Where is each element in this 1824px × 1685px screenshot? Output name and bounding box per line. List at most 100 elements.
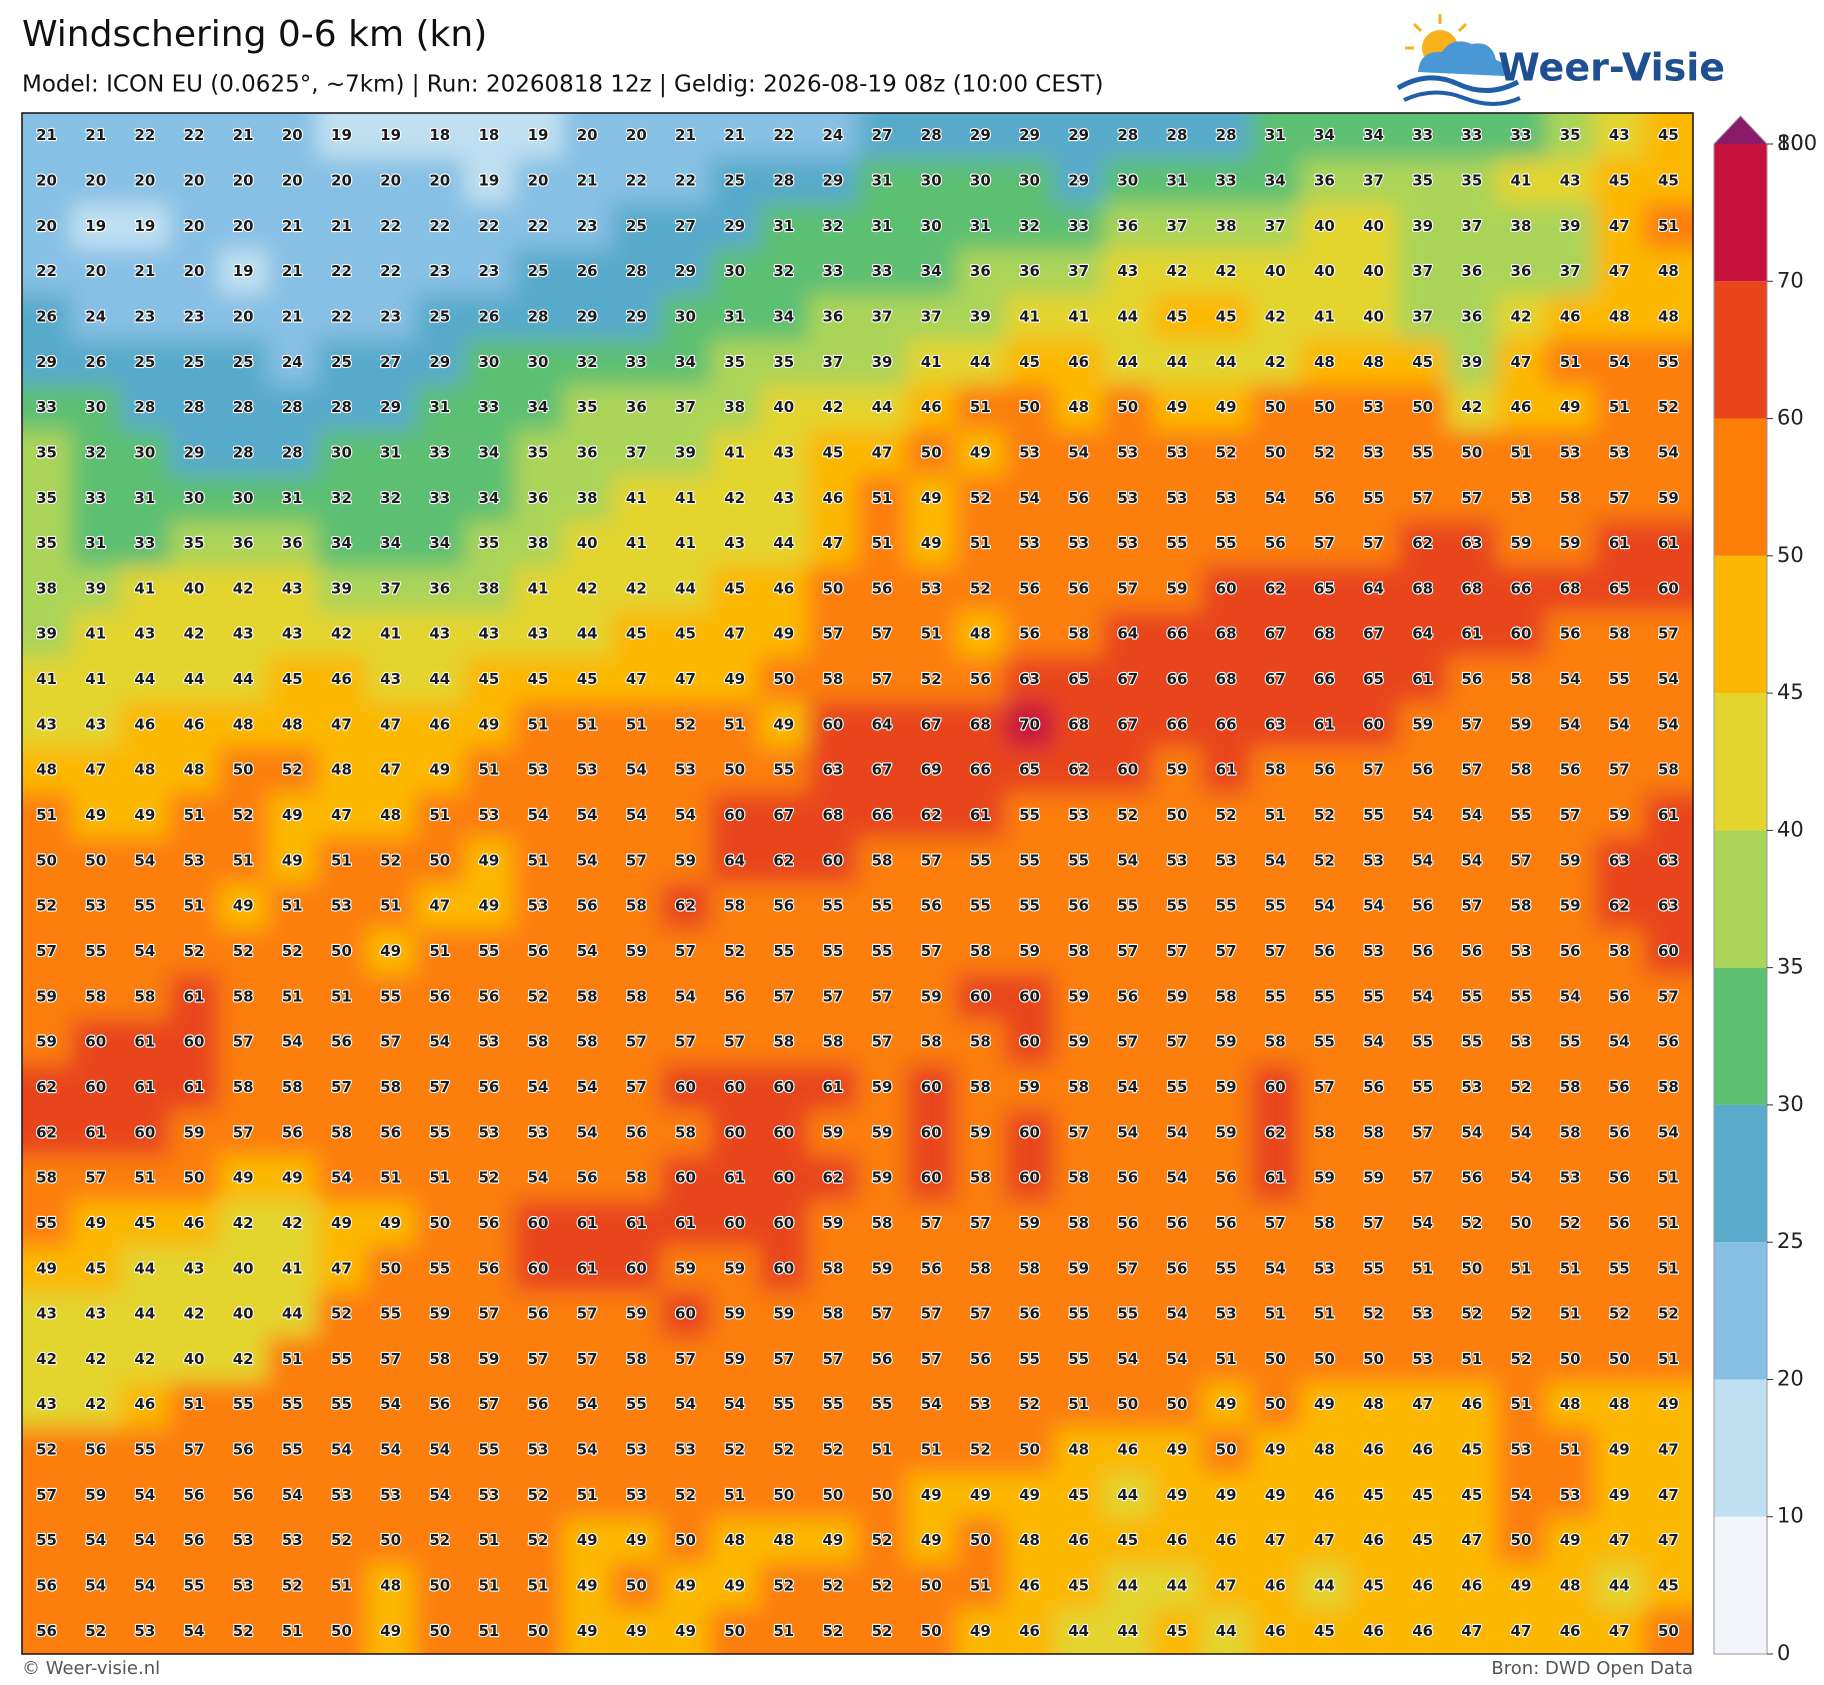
field-cell xyxy=(1447,294,1498,341)
value-label: 57 xyxy=(1265,942,1286,960)
value-label: 22 xyxy=(331,262,352,280)
value-label: 29 xyxy=(1068,171,1089,189)
value-label: 59 xyxy=(970,1123,991,1141)
value-label: 49 xyxy=(1609,1486,1630,1504)
value-label: 51 xyxy=(478,1622,499,1640)
value-label: 31 xyxy=(872,217,893,235)
field-cell xyxy=(1152,1110,1203,1157)
value-label: 46 xyxy=(1511,398,1532,416)
field-cell xyxy=(759,158,810,205)
value-label: 53 xyxy=(970,1395,991,1413)
value-label: 43 xyxy=(36,1305,57,1323)
field-cell xyxy=(1447,113,1498,160)
value-label: 52 xyxy=(1511,1305,1532,1323)
value-label: 49 xyxy=(1167,1486,1188,1504)
value-label: 19 xyxy=(134,217,155,235)
value-label: 51 xyxy=(184,1395,205,1413)
field-cell xyxy=(1643,838,1693,885)
field-cell xyxy=(1643,792,1693,840)
value-label: 21 xyxy=(331,217,352,235)
value-label: 45 xyxy=(1412,353,1433,371)
field-cell xyxy=(366,203,417,250)
field-cell xyxy=(955,702,1006,749)
value-label: 45 xyxy=(1363,1486,1384,1504)
field-cell xyxy=(267,1200,318,1248)
value-label: 52 xyxy=(331,1531,352,1549)
field-cell xyxy=(120,520,171,568)
value-label: 51 xyxy=(1560,1441,1581,1459)
value-label: 55 xyxy=(134,897,155,915)
value-label: 36 xyxy=(822,307,843,325)
value-label: 34 xyxy=(1265,171,1286,189)
value-label: 34 xyxy=(331,534,352,552)
value-label: 31 xyxy=(724,307,745,325)
field-cell xyxy=(1643,1200,1693,1248)
field-cell xyxy=(1004,430,1056,477)
field-cell xyxy=(857,1110,908,1157)
field-cell xyxy=(808,1019,859,1066)
value-label: 20 xyxy=(528,171,549,189)
value-label: 22 xyxy=(134,126,155,144)
field-cell xyxy=(316,702,368,749)
field-cell xyxy=(955,430,1006,477)
value-label: 60 xyxy=(970,987,991,1005)
field-cell xyxy=(808,702,859,749)
value-label: 54 xyxy=(1019,489,1040,507)
value-label: 59 xyxy=(1068,987,1089,1005)
value-label: 45 xyxy=(282,670,303,688)
value-label: 52 xyxy=(233,942,254,960)
value-label: 56 xyxy=(1609,1078,1630,1096)
field-cell xyxy=(710,339,761,386)
value-label: 46 xyxy=(1019,1622,1040,1640)
colorbar-segment xyxy=(1714,418,1767,556)
value-label: 23 xyxy=(429,262,450,280)
value-label: 52 xyxy=(528,987,549,1005)
field-cell xyxy=(955,113,1006,160)
field-cell xyxy=(120,838,171,885)
field-cell xyxy=(857,611,908,658)
field-cell xyxy=(955,1155,1006,1202)
field-cell xyxy=(1348,656,1400,704)
value-label: 46 xyxy=(1068,1531,1089,1549)
field-cell xyxy=(1496,203,1547,250)
value-label: 50 xyxy=(528,1622,549,1640)
value-label: 56 xyxy=(1412,942,1433,960)
value-label: 32 xyxy=(380,489,401,507)
field-cell xyxy=(1054,1608,1105,1654)
field-cell xyxy=(1496,611,1547,658)
value-label: 56 xyxy=(528,1395,549,1413)
value-label: 52 xyxy=(1560,1214,1581,1232)
value-label: 46 xyxy=(1265,1622,1286,1640)
field-cell xyxy=(218,203,269,250)
value-label: 37 xyxy=(1560,262,1581,280)
field-cell xyxy=(710,430,761,477)
value-label: 56 xyxy=(184,1531,205,1549)
value-label: 57 xyxy=(1461,761,1482,779)
value-label: 53 xyxy=(675,1441,696,1459)
value-label: 25 xyxy=(724,171,745,189)
field-cell xyxy=(1103,1608,1154,1654)
field-cell xyxy=(366,1155,417,1202)
colorbar-label: 45 xyxy=(1777,680,1804,704)
field-cell xyxy=(562,656,613,704)
value-label: 37 xyxy=(1461,217,1482,235)
value-label: 50 xyxy=(1609,1350,1630,1368)
field-cell xyxy=(464,838,515,885)
value-label: 59 xyxy=(1560,851,1581,869)
field-cell xyxy=(1152,339,1203,386)
value-label: 40 xyxy=(233,1305,254,1323)
value-label: 54 xyxy=(1265,851,1286,869)
value-label: 60 xyxy=(1511,625,1532,643)
field-cell xyxy=(611,113,662,160)
value-label: 41 xyxy=(626,489,647,507)
field-cell xyxy=(808,1110,859,1157)
value-label: 43 xyxy=(282,579,303,597)
value-label: 53 xyxy=(331,1486,352,1504)
value-label: 34 xyxy=(921,262,942,280)
value-label: 57 xyxy=(1412,1123,1433,1141)
value-label: 46 xyxy=(134,715,155,733)
field-cell xyxy=(415,158,466,205)
field-cell xyxy=(267,520,318,568)
field-cell xyxy=(955,792,1006,840)
field-cell xyxy=(611,248,662,296)
